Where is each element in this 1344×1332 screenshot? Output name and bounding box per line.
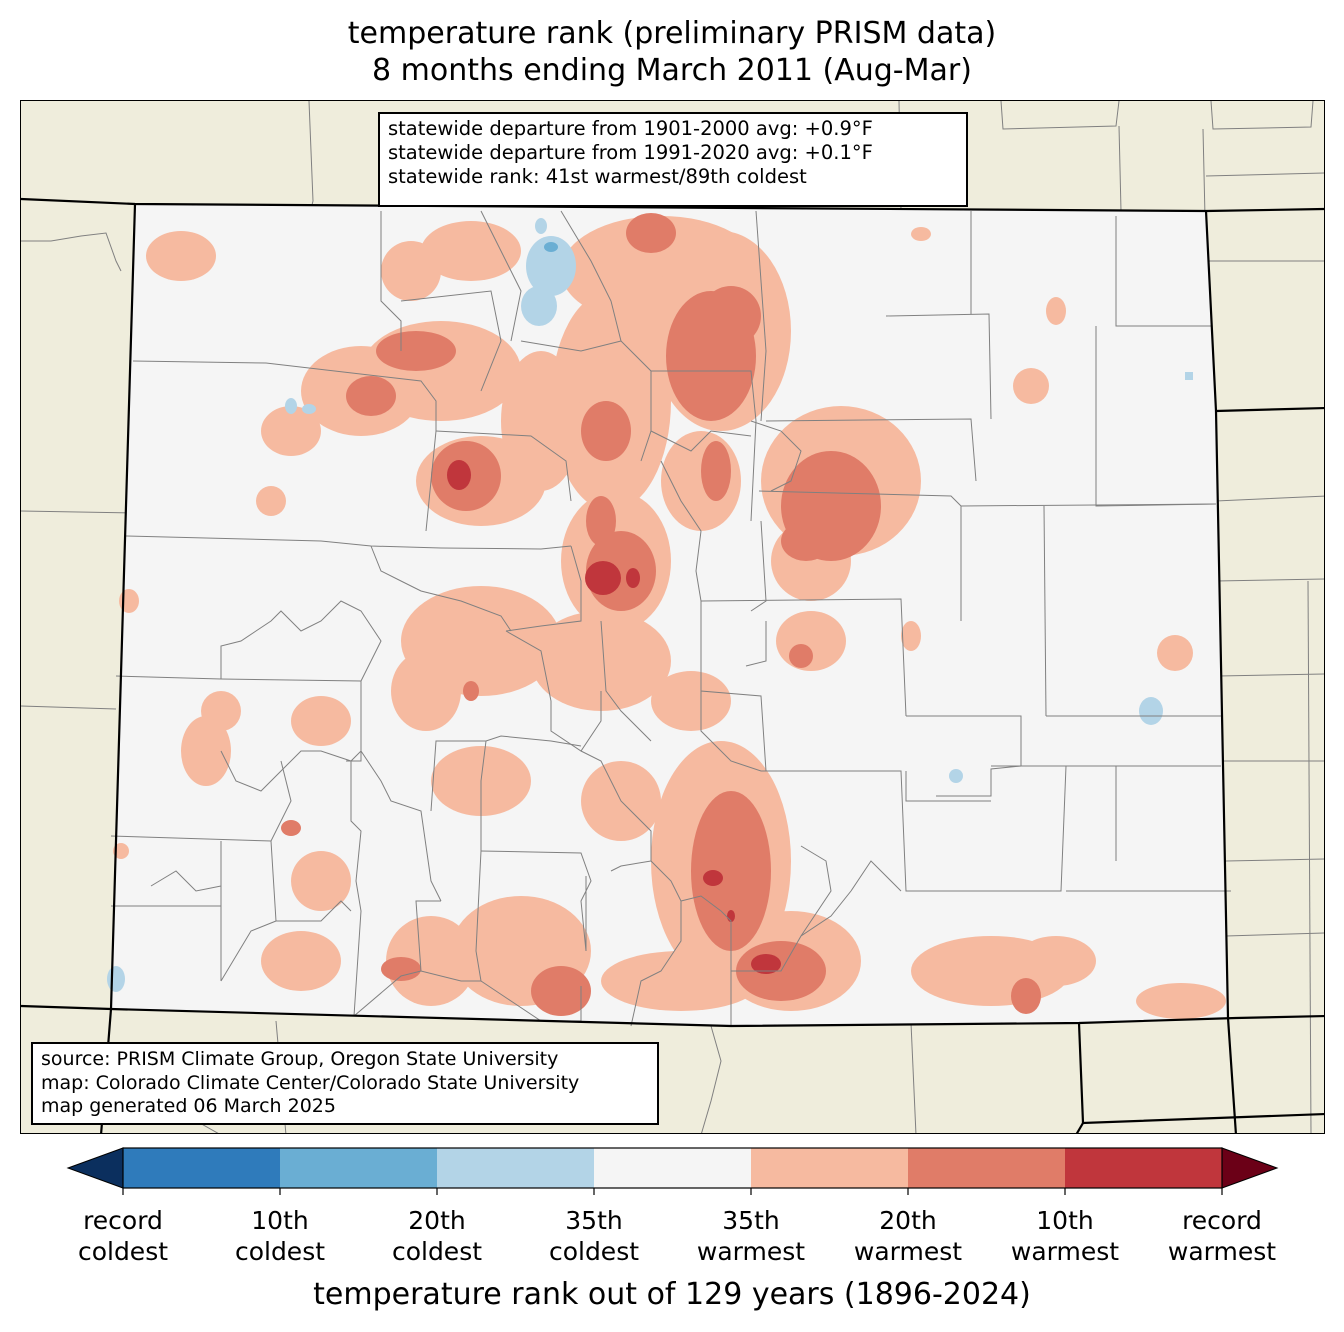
colorbar-title: temperature rank out of 129 years (1896-…: [313, 1277, 1031, 1312]
colorbar-ticks: [122, 1188, 1223, 1195]
temperature-rank-shading: [107, 213, 1226, 1019]
colorbar-tick-label: 10th warmest: [1010, 1206, 1120, 1266]
colorbar-tick-label: 20th coldest: [391, 1206, 483, 1266]
colorbar-tick-label: 10th coldest: [234, 1206, 326, 1266]
colorbar-tick-label: 35th warmest: [696, 1206, 806, 1266]
source-line: source: PRISM Climate Group, Oregon Stat…: [41, 1048, 559, 1070]
colorbar-tick-label: record warmest: [1167, 1206, 1277, 1266]
statewide-rank: statewide rank: 41st warmest/89th coldes…: [388, 165, 807, 188]
colorbar-segment: [123, 1148, 280, 1188]
state-borders: [21, 197, 1324, 1133]
colorbar-segment: [280, 1148, 437, 1188]
map-title-line1: temperature rank (preliminary PRISM data…: [347, 16, 997, 51]
colorbar-segment: [751, 1148, 908, 1188]
colorbar-extend-left: [66, 1147, 124, 1189]
map-credit-line: map: Colorado Climate Center/Colorado St…: [41, 1071, 580, 1094]
colorbar-segment: [908, 1148, 1065, 1188]
colorbar: [66, 1147, 1279, 1195]
colorbar-segment: [594, 1148, 751, 1188]
colorbar-extend-right: [1221, 1147, 1279, 1189]
colorbar-tick-label: record coldest: [77, 1206, 169, 1266]
map-title-line2: 8 months ending March 2011 (Aug-Mar): [372, 53, 972, 88]
colorado-map: [21, 101, 1324, 1133]
colorbar-tick-label: 20th warmest: [853, 1206, 963, 1266]
departure-1991-2020: statewide departure from 1991-2020 avg: …: [388, 141, 873, 164]
generated-date-line: map generated 06 March 2025: [41, 1095, 336, 1117]
colorbar-segment: [437, 1148, 594, 1188]
source-credits-box: source: PRISM Climate Group, Oregon Stat…: [31, 1042, 659, 1125]
colorbar-tick-label: 35th coldest: [548, 1206, 640, 1266]
statewide-stats-box: statewide departure from 1901-2000 avg: …: [378, 112, 968, 207]
map-panel: [20, 100, 1325, 1134]
departure-1901-2000: statewide departure from 1901-2000 avg: …: [388, 117, 873, 140]
colorbar-segment: [1065, 1148, 1222, 1188]
